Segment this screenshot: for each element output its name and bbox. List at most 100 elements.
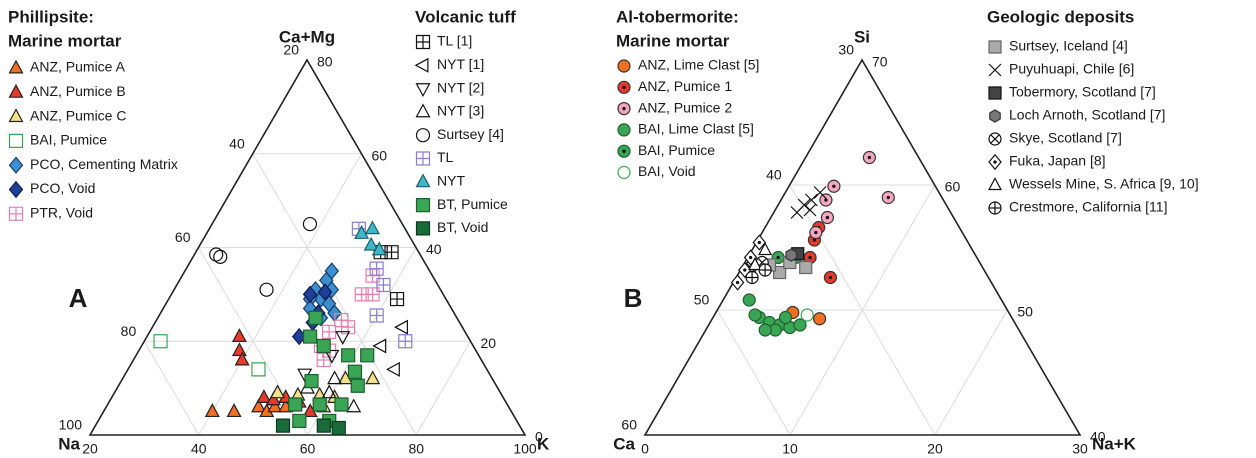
left-tick-label: 60 xyxy=(175,229,191,245)
legend-label: ANZ, Lime Clast [5] xyxy=(638,57,759,73)
right-tick-label: 40 xyxy=(426,241,442,257)
data-point xyxy=(747,257,762,271)
bottom-tick-label: 0 xyxy=(641,441,649,457)
data-point xyxy=(812,312,827,326)
legend-marker xyxy=(415,198,431,213)
data-point xyxy=(800,308,814,322)
marker-dot xyxy=(757,240,761,245)
bottom-tick-label: 20 xyxy=(927,441,943,457)
legend-label: NYT [2] xyxy=(437,79,484,95)
data-point xyxy=(758,323,772,337)
left-tick-label: 30 xyxy=(838,42,854,58)
data-point xyxy=(742,293,756,307)
triangle-frame xyxy=(88,58,527,436)
right-tick-label: 60 xyxy=(372,147,388,163)
corner-label: Ca+Mg xyxy=(279,27,335,46)
data-point xyxy=(386,361,400,377)
right-tick-label: 0 xyxy=(535,429,543,445)
bottom-tick-label: 100 xyxy=(513,441,537,457)
data-point xyxy=(275,418,291,433)
data-point xyxy=(302,285,318,304)
left-tick-label: 40 xyxy=(766,167,782,183)
legend-label: PCO, Void xyxy=(30,180,95,196)
legend-label: NYT xyxy=(437,173,465,189)
data-point xyxy=(369,308,384,323)
marker-dot xyxy=(824,198,828,202)
grid-line xyxy=(934,309,1008,436)
data-point xyxy=(302,216,318,232)
legend-title: Volcanic tuff xyxy=(415,7,516,26)
data-point xyxy=(785,248,798,262)
legend-title: Phillipsite: xyxy=(8,7,94,26)
left-tick-label: 100 xyxy=(59,417,83,433)
marker-dot xyxy=(735,280,740,285)
data-point xyxy=(334,397,349,412)
data-point xyxy=(346,398,362,413)
data-point xyxy=(778,310,793,325)
legend-label: ANZ, Pumice A xyxy=(30,59,126,75)
left-tick-label: 50 xyxy=(694,292,710,308)
marker-dot xyxy=(808,255,812,260)
marker-dot xyxy=(622,106,626,111)
data-point xyxy=(213,249,228,264)
legend-label: TL xyxy=(437,149,454,165)
data-point xyxy=(251,362,266,377)
data-point xyxy=(322,324,337,339)
corner-label: K xyxy=(537,434,550,453)
legend-marker xyxy=(988,40,1002,54)
right-tick-label: 50 xyxy=(1017,304,1033,320)
triangle-frame xyxy=(643,58,1082,436)
marker-dot xyxy=(743,268,747,272)
data-point xyxy=(256,389,272,403)
data-point xyxy=(809,225,823,240)
left-tick-label: 40 xyxy=(229,135,245,151)
corner-label: Ca xyxy=(613,434,635,453)
data-point xyxy=(820,210,835,225)
data-point xyxy=(768,323,782,337)
data-point xyxy=(270,384,286,399)
legend-title: Al-tobermorite: xyxy=(616,7,739,26)
legend-marker xyxy=(988,153,1002,171)
data-point xyxy=(259,282,274,297)
data-point xyxy=(234,351,250,366)
legend-label: PTR, Void xyxy=(30,205,93,221)
left-tick-label: 80 xyxy=(121,323,137,339)
data-point xyxy=(773,265,787,280)
data-point xyxy=(327,370,343,385)
marker-dot xyxy=(622,149,626,153)
panel-label: B xyxy=(624,283,643,313)
data-point xyxy=(354,225,370,239)
legend-marker xyxy=(988,132,1002,146)
legend-label: Tobermory, Scotland [7] xyxy=(1009,84,1156,100)
legend-title: Geologic deposits xyxy=(987,7,1134,26)
legend-label: BT, Pumice xyxy=(437,196,508,212)
legend-label: Skye, Scotland [7] xyxy=(1009,130,1122,146)
marker-dot xyxy=(776,255,780,260)
data-point xyxy=(331,420,346,436)
legend-label: ANZ, Pumice C xyxy=(30,107,126,123)
right-tick-label: 40 xyxy=(1090,429,1106,445)
legend-marker xyxy=(988,63,1002,77)
legend-marker xyxy=(8,108,24,123)
marker-dot xyxy=(622,85,626,89)
legend-marker xyxy=(617,102,631,116)
panel-label: A xyxy=(69,283,88,313)
grid-line xyxy=(415,340,471,436)
data-point xyxy=(302,329,318,344)
data-point xyxy=(360,348,375,363)
data-point xyxy=(819,193,833,207)
legend-label: BAI, Pumice xyxy=(638,142,715,158)
bottom-tick-label: 40 xyxy=(191,441,207,457)
data-point xyxy=(752,234,767,251)
left-tick-label: 60 xyxy=(621,417,637,433)
legend-marker xyxy=(415,221,431,236)
grid-line xyxy=(198,153,362,436)
data-point xyxy=(231,342,247,357)
right-tick-label: 20 xyxy=(481,335,497,351)
right-tick-label: 80 xyxy=(317,54,333,70)
data-point xyxy=(364,220,380,235)
legend-marker xyxy=(617,80,631,94)
bottom-tick-label: 20 xyxy=(82,441,98,457)
data-point xyxy=(389,291,405,307)
